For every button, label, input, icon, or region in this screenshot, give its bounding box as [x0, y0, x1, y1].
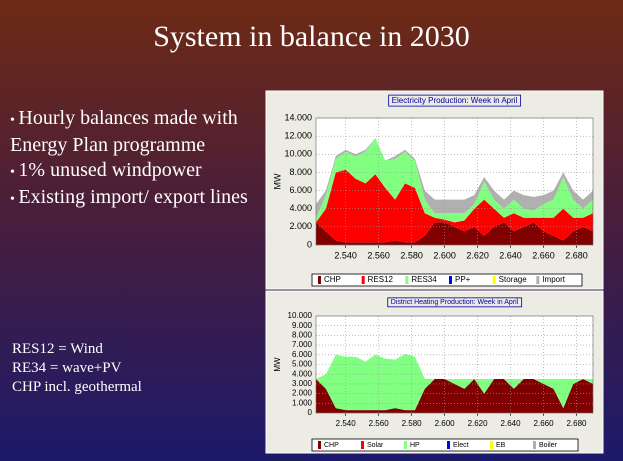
legend-label: CHP	[324, 275, 341, 284]
notes: RES12 = Wind RE34 = wave+PV CHP incl. ge…	[12, 340, 142, 397]
y-tick-label: 6.000	[289, 185, 312, 195]
y-tick-label: 8.000	[292, 331, 313, 340]
legend-swatch	[318, 441, 321, 449]
y-axis-label: MW	[272, 173, 282, 189]
bullet: Hourly balances made with Energy Plan pr…	[10, 106, 250, 158]
legend-label: Import	[542, 275, 565, 284]
x-tick-label: 2.680	[566, 419, 587, 428]
legend-label: Storage	[499, 275, 528, 284]
x-tick-label: 2.580	[402, 419, 423, 428]
x-tick-label: 2.680	[565, 250, 588, 260]
bullet-list: Hourly balances made with Energy Plan pr…	[10, 106, 250, 212]
x-tick-label: 2.660	[532, 250, 555, 260]
bullet: Existing import/ export lines	[10, 185, 250, 212]
legend-swatch	[361, 441, 364, 449]
x-tick-label: 2.640	[501, 419, 522, 428]
note: CHP incl. geothermal	[12, 379, 142, 395]
x-tick-label: 2.640	[499, 250, 522, 260]
slide-title: System in balance in 2030	[153, 20, 470, 53]
y-tick-label: 6.000	[292, 350, 313, 359]
legend-label: Boiler	[539, 442, 558, 449]
y-axis-label: MW	[273, 357, 282, 372]
legend-label: RES12	[368, 275, 394, 284]
area	[316, 353, 593, 411]
x-tick-label: 2.540	[336, 419, 357, 428]
area	[316, 137, 593, 218]
legend-label: EB	[496, 442, 506, 449]
chart-title-box	[388, 94, 521, 107]
x-tick-label: 2.660	[534, 419, 555, 428]
y-tick-label: 2.000	[289, 221, 312, 231]
x-tick-label: 2.620	[468, 419, 489, 428]
legend-swatch	[361, 276, 365, 284]
chart-title: District Heating Production: Week in Apr…	[391, 299, 519, 306]
y-tick-label: 2.000	[292, 389, 313, 398]
y-tick-label: 12.000	[284, 131, 312, 141]
x-tick-label: 2.620	[466, 250, 489, 260]
legend-label: PP+	[455, 275, 471, 284]
x-tick-label: 2.600	[433, 250, 456, 260]
plot-border	[315, 315, 594, 414]
y-tick-label: 14.000	[284, 112, 312, 122]
legend-label: RES34	[411, 275, 437, 284]
y-tick-label: 10.000	[284, 149, 312, 159]
legend-swatch	[318, 276, 321, 284]
x-tick-label: 2.560	[369, 419, 390, 428]
note: RES12 = Wind	[12, 341, 103, 357]
y-tick-label: 10.000	[288, 311, 313, 320]
legend-label: CHP	[324, 442, 339, 449]
legend-swatch	[404, 441, 407, 449]
y-tick-label: 4.000	[289, 203, 312, 213]
chart-title: Electricity Production: Week in April	[392, 96, 518, 105]
y-tick-label: 0	[307, 239, 312, 249]
y-tick-label: 4.000	[292, 369, 313, 378]
legend-swatch	[533, 441, 536, 449]
legend-swatch	[447, 441, 450, 449]
legend-swatch	[449, 276, 452, 284]
y-tick-label: 9.000	[292, 321, 313, 330]
area	[316, 222, 593, 245]
x-tick-label: 2.560	[367, 250, 390, 260]
bullet: 1% unused windpower	[10, 158, 250, 185]
legend-label: HP	[410, 442, 420, 449]
area	[316, 379, 593, 413]
y-tick-label: 5.000	[292, 360, 313, 369]
chart-title-box	[387, 297, 523, 308]
legend-label: Solar	[367, 442, 384, 449]
x-tick-label: 2.540	[334, 250, 357, 260]
legend-swatch	[490, 441, 493, 449]
y-tick-label: 7.000	[292, 340, 313, 349]
x-tick-label: 2.600	[435, 419, 456, 428]
y-tick-label: 1.000	[292, 398, 313, 407]
y-tick-label: 0	[308, 408, 313, 417]
y-tick-label: 3.000	[292, 379, 313, 388]
legend-box	[311, 273, 583, 287]
legend-box	[311, 438, 579, 452]
area	[316, 169, 593, 243]
x-tick-label: 2.580	[400, 250, 423, 260]
legend-swatch	[405, 276, 409, 284]
y-tick-label: 8.000	[289, 167, 312, 177]
legend-swatch	[492, 276, 496, 284]
plot-border	[315, 117, 594, 246]
legend-swatch	[536, 276, 540, 284]
legend-label: Elect	[453, 442, 469, 449]
note: RE34 = wave+PV	[12, 360, 122, 376]
